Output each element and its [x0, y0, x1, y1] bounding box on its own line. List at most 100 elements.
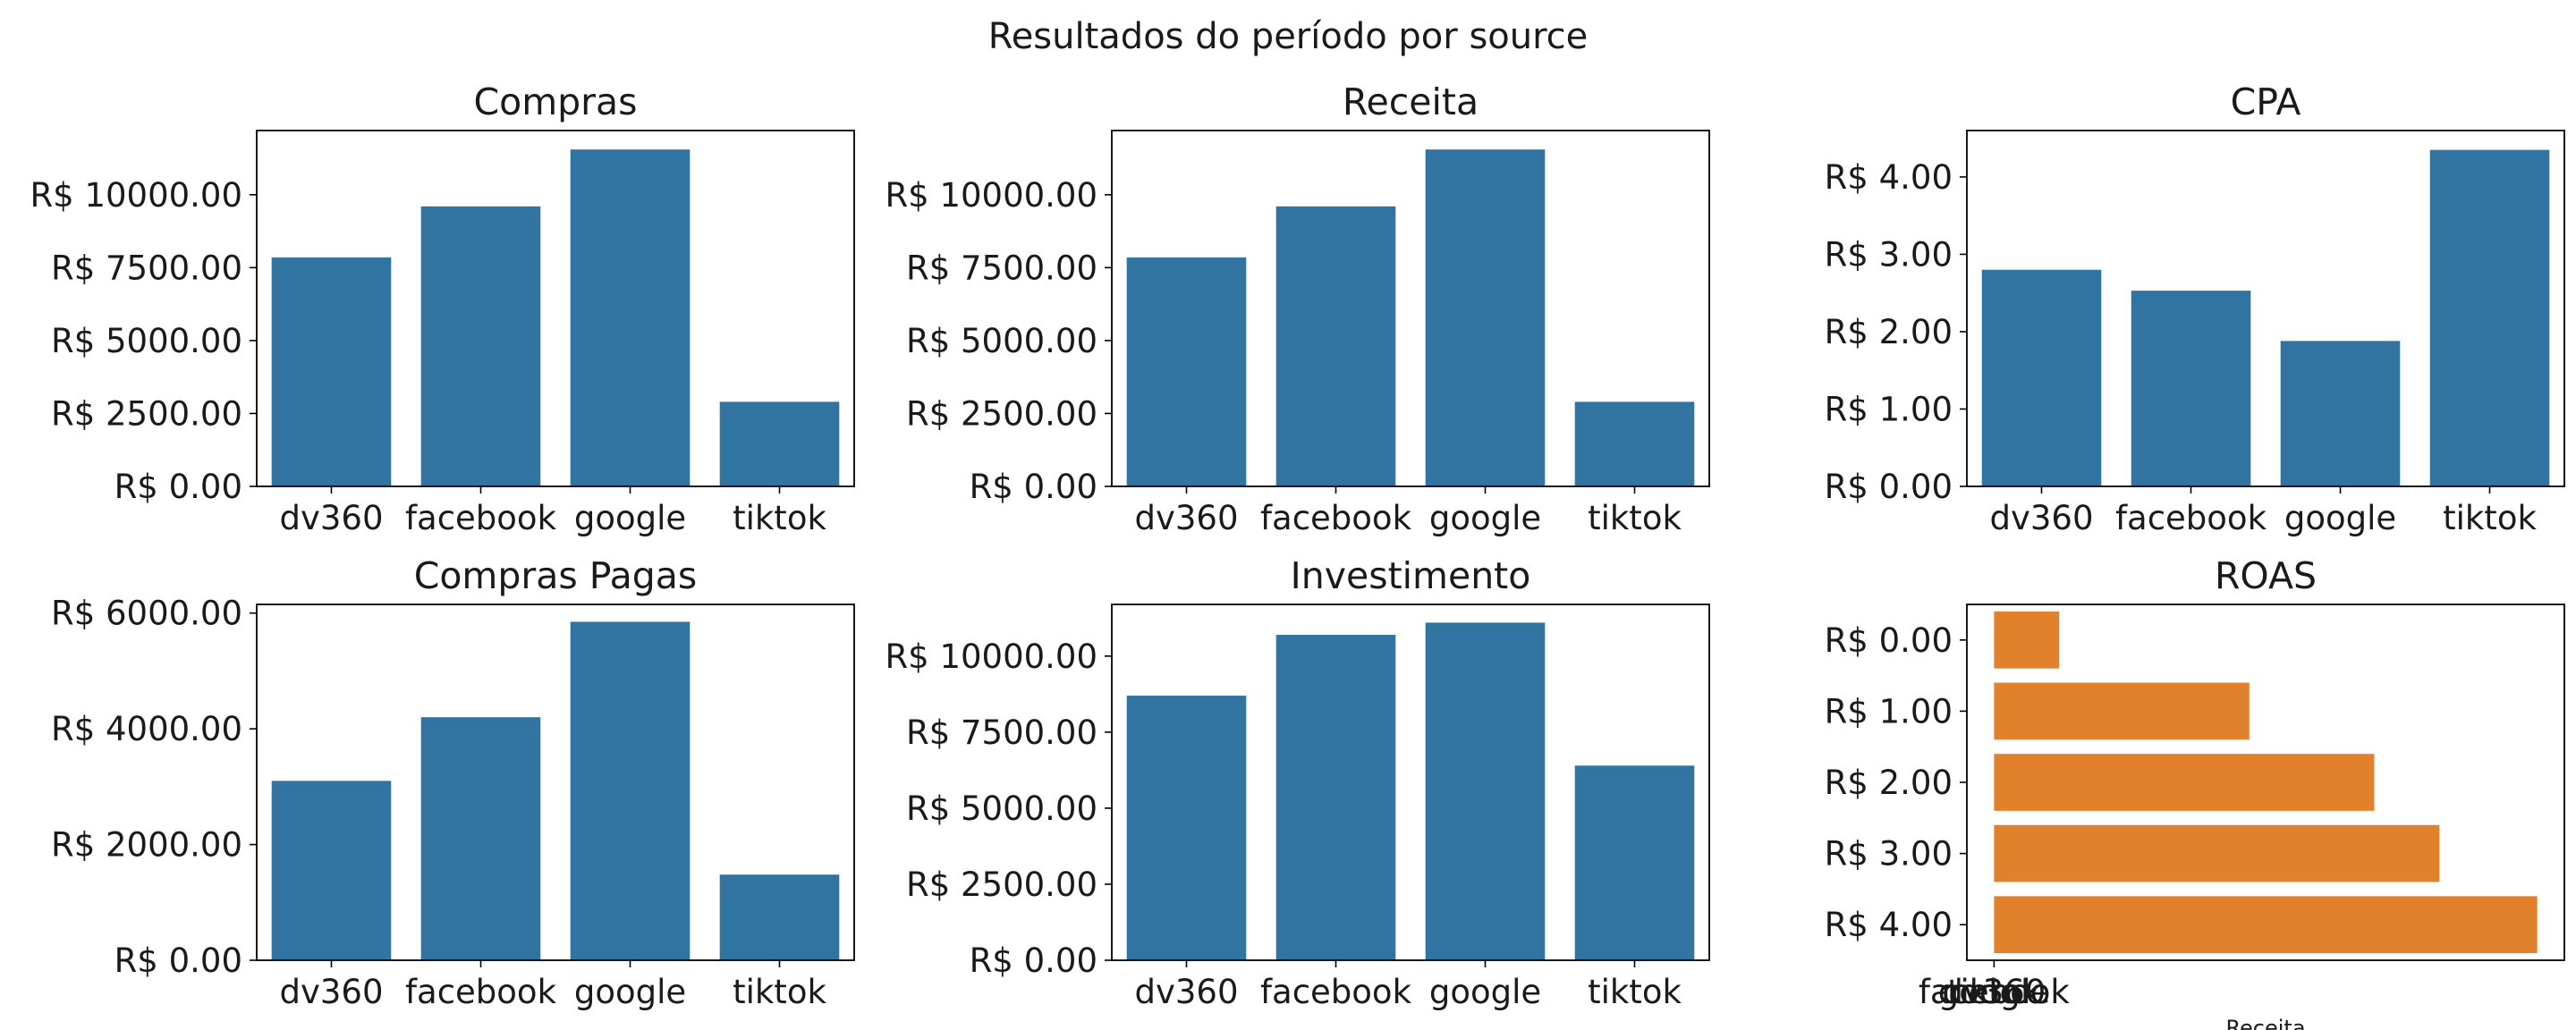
subplot-cpa: CPA dv360 facebook google tiktok R$ 0.00 R$ 1.…	[1825, 80, 2565, 537]
x-tick-label: facebook	[2115, 499, 2267, 537]
bar-dv360	[271, 257, 392, 486]
bar-row-2	[1994, 754, 2375, 811]
x-tick-label: facebook	[405, 973, 557, 1011]
axes-frame	[1111, 130, 1710, 487]
y-tick-label: R$ 0.00	[114, 941, 242, 980]
x-tick-label: facebook	[1919, 973, 2071, 1011]
x-tick-label: facebook	[405, 499, 557, 537]
bar-tiktok	[1574, 765, 1695, 960]
bar-row-4	[1994, 896, 2538, 954]
bar-facebook	[420, 206, 541, 486]
bar-google	[1425, 149, 1546, 486]
subplot-compras: Compras dv360 facebook google tiktok R$ 0.00 R…	[30, 80, 855, 537]
axes-frame	[256, 130, 855, 487]
axes-frame	[1111, 604, 1710, 961]
bar-facebook	[1275, 206, 1396, 486]
y-tick-label: R$ 1.00	[1825, 390, 1953, 428]
x-tick-label: facebook	[1260, 499, 1412, 537]
y-tick-label: R$ 0.00	[1825, 621, 1953, 660]
bar-facebook	[1275, 635, 1396, 960]
y-tick-label: R$ 5000.00	[906, 789, 1097, 828]
y-tick-label: R$ 4.00	[1825, 906, 1953, 944]
bar-tiktok	[719, 874, 840, 960]
axes-frame	[256, 604, 855, 961]
y-tick-label: R$ 2.00	[1825, 764, 1953, 802]
y-tick-label: R$ 7500.00	[51, 249, 242, 287]
subplot-compras-pagas: Compras Pagas dv360 facebook google tiktok R$…	[51, 554, 855, 1011]
bar-tiktok	[1574, 401, 1695, 486]
x-tick-label: google	[574, 499, 686, 537]
x-tick-label: google	[1429, 499, 1541, 537]
y-tick-label: R$ 10000.00	[885, 176, 1097, 215]
subplot-title: CPA	[2231, 80, 2301, 123]
y-tick-label: R$ 10000.00	[885, 637, 1097, 676]
x-tick-label: dv360	[1989, 499, 2093, 537]
subplot-title: Compras	[473, 80, 637, 123]
y-tick-label: R$ 3.00	[1825, 835, 1953, 874]
x-tick-label: dv360	[279, 973, 383, 1011]
y-tick-label: R$ 2500.00	[51, 394, 242, 433]
bar-google	[1425, 622, 1546, 960]
x-tick-label: facebook	[1260, 973, 1412, 1011]
axes-frame	[1966, 130, 2565, 487]
y-tick-label: R$ 2500.00	[906, 394, 1097, 433]
bar-dv360	[1126, 696, 1247, 960]
bar-facebook	[420, 717, 541, 960]
x-tick-label: dv360	[1134, 499, 1238, 537]
bar-google	[570, 621, 691, 960]
bar-google	[2280, 341, 2401, 486]
y-tick-label: R$ 0.00	[114, 468, 242, 506]
bar-dv360	[1981, 269, 2102, 486]
bar-row-0	[1994, 611, 2060, 669]
y-tick-label: R$ 0.00	[970, 468, 1097, 506]
x-tick-label: dv360	[1134, 973, 1238, 1011]
bar-tiktok	[2429, 149, 2550, 486]
x-tick-label: google	[1429, 973, 1541, 1011]
x-tick-label: dv360	[279, 499, 383, 537]
y-tick-label: R$ 7500.00	[906, 249, 1097, 287]
subplot-title: Receita	[1343, 80, 1479, 123]
y-tick-label: R$ 5000.00	[51, 322, 242, 360]
x-tick-label: tiktok	[1947, 973, 2041, 1011]
y-tick-label: R$ 2000.00	[51, 826, 242, 865]
subplot-receita: Receita dv360 facebook google tiktok R$ 0.00 R…	[885, 80, 1710, 537]
subplot-title: ROAS	[2215, 554, 2317, 597]
y-tick-label: R$ 6000.00	[51, 595, 242, 633]
x-tick-label: tiktok	[1588, 499, 1682, 537]
x-tick-label: google	[2284, 499, 2396, 537]
x-tick-label: google	[1938, 973, 2050, 1011]
x-tick-label: tiktok	[733, 973, 826, 1011]
y-tick-label: R$ 4.00	[1825, 158, 1953, 197]
x-tick-label: tiktok	[1588, 973, 1682, 1011]
y-tick-label: R$ 2500.00	[906, 865, 1097, 904]
x-tick-label: google	[574, 973, 686, 1011]
x-tick-label: dv360	[1942, 973, 2046, 1011]
y-tick-label: R$ 2.00	[1825, 313, 1953, 351]
y-tick-label: R$ 10000.00	[30, 176, 242, 215]
y-tick-label: R$ 4000.00	[51, 710, 242, 748]
x-tick-label: tiktok	[2443, 499, 2537, 537]
bar-dv360	[271, 781, 392, 960]
bar-tiktok	[719, 401, 840, 486]
subplot-title: Investimento	[1291, 554, 1531, 597]
y-tick-label: R$ 5000.00	[906, 322, 1097, 360]
subplot-title: Compras Pagas	[414, 554, 698, 597]
bar-row-1	[1994, 682, 2250, 740]
bar-dv360	[1126, 257, 1247, 486]
y-tick-label: R$ 0.00	[970, 941, 1097, 980]
bar-row-3	[1994, 824, 2440, 882]
x-axis-label: Receita	[2225, 1016, 2305, 1030]
y-tick-label: R$ 7500.00	[906, 713, 1097, 752]
y-tick-label: R$ 0.00	[1825, 468, 1953, 506]
bar-facebook	[2131, 291, 2251, 486]
y-tick-label: R$ 1.00	[1825, 692, 1953, 730]
figure-title: Resultados do período por source	[988, 16, 1589, 57]
x-tick-label: tiktok	[733, 499, 826, 537]
subplot-investimento: Investimento dv360 facebook google tiktok R$ …	[885, 554, 1710, 1011]
subplot-roas: ROAS R$ 0.00 R$ 1.00 R$ 2.00 R$ 3.00 R$ 4.00 f…	[1825, 554, 2565, 1030]
axes-frame	[1966, 604, 2565, 961]
y-tick-label: R$ 3.00	[1825, 235, 1953, 274]
bar-google	[570, 149, 691, 486]
